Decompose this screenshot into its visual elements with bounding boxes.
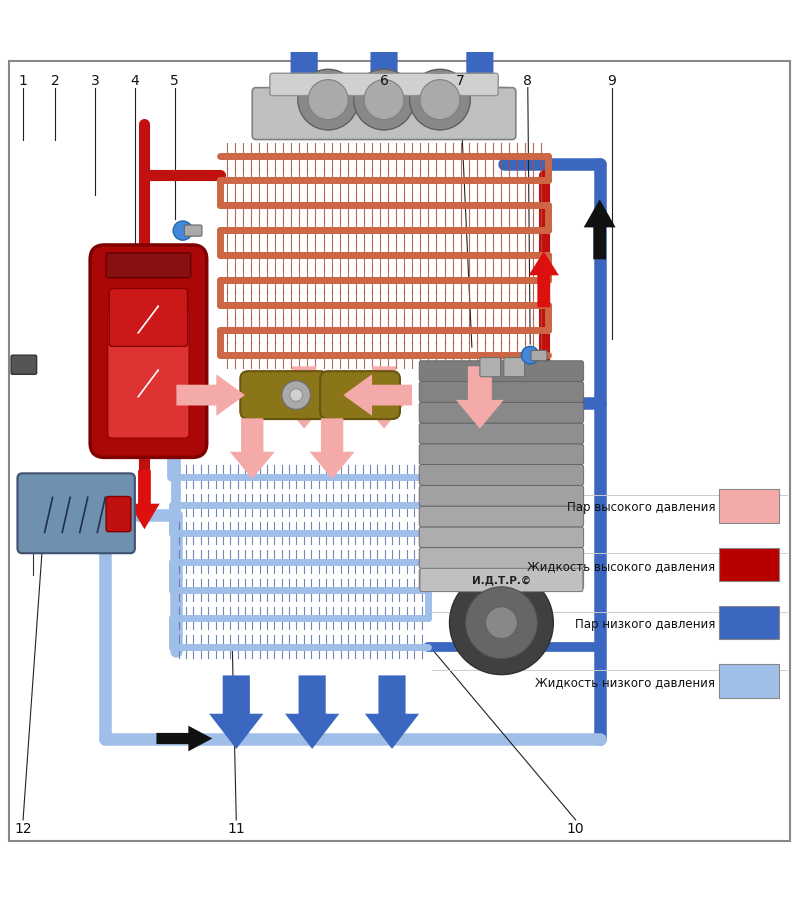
FancyBboxPatch shape: [18, 474, 135, 554]
FancyBboxPatch shape: [11, 356, 37, 375]
FancyBboxPatch shape: [184, 226, 202, 237]
FancyBboxPatch shape: [419, 569, 584, 590]
Circle shape: [173, 222, 192, 241]
FancyBboxPatch shape: [480, 358, 501, 377]
FancyBboxPatch shape: [419, 424, 584, 444]
Text: Пар высокого давления: Пар высокого давления: [567, 501, 715, 514]
Bar: [719, 665, 779, 698]
FancyBboxPatch shape: [106, 254, 190, 278]
Circle shape: [364, 80, 404, 120]
Text: 10: 10: [567, 821, 585, 835]
FancyBboxPatch shape: [419, 382, 584, 403]
FancyBboxPatch shape: [420, 569, 583, 591]
FancyBboxPatch shape: [419, 486, 584, 507]
Circle shape: [308, 80, 348, 120]
FancyBboxPatch shape: [110, 289, 187, 347]
Polygon shape: [358, 50, 410, 119]
Circle shape: [420, 80, 460, 120]
Circle shape: [522, 347, 539, 365]
Polygon shape: [454, 50, 506, 119]
Bar: [719, 606, 779, 639]
Polygon shape: [157, 726, 212, 751]
Polygon shape: [456, 367, 504, 429]
FancyBboxPatch shape: [90, 246, 206, 458]
FancyBboxPatch shape: [504, 358, 525, 377]
FancyBboxPatch shape: [419, 527, 584, 548]
Polygon shape: [176, 375, 245, 416]
Text: 3: 3: [90, 73, 99, 88]
Polygon shape: [365, 675, 419, 749]
Polygon shape: [285, 675, 339, 749]
Polygon shape: [360, 367, 408, 429]
Circle shape: [290, 389, 302, 402]
FancyBboxPatch shape: [240, 372, 328, 420]
Text: 1: 1: [18, 73, 27, 88]
Circle shape: [282, 381, 310, 410]
FancyBboxPatch shape: [419, 507, 584, 527]
FancyBboxPatch shape: [419, 403, 584, 424]
Circle shape: [298, 70, 358, 131]
FancyBboxPatch shape: [419, 361, 584, 382]
Circle shape: [354, 70, 414, 131]
Text: 2: 2: [50, 73, 59, 88]
Text: И.Д.Т.Р.©: И.Д.Т.Р.©: [472, 575, 531, 585]
Text: Жидкость высокого давления: Жидкость высокого давления: [527, 559, 715, 573]
Circle shape: [466, 587, 538, 659]
FancyBboxPatch shape: [320, 372, 400, 420]
FancyBboxPatch shape: [108, 310, 189, 439]
Text: 4: 4: [130, 73, 139, 88]
Polygon shape: [343, 375, 412, 416]
FancyBboxPatch shape: [419, 465, 584, 486]
FancyBboxPatch shape: [252, 88, 516, 140]
Bar: [719, 548, 779, 582]
FancyBboxPatch shape: [531, 351, 547, 361]
Polygon shape: [584, 200, 616, 260]
FancyBboxPatch shape: [419, 444, 584, 465]
FancyBboxPatch shape: [419, 548, 584, 569]
FancyBboxPatch shape: [106, 497, 131, 532]
FancyBboxPatch shape: [270, 74, 498, 97]
Polygon shape: [130, 470, 160, 530]
Text: 12: 12: [14, 821, 32, 835]
Polygon shape: [310, 419, 354, 479]
Text: Пар низкого давления: Пар низкого давления: [575, 618, 715, 630]
Polygon shape: [529, 252, 559, 308]
Text: 9: 9: [607, 73, 616, 88]
Bar: [719, 489, 779, 524]
Polygon shape: [278, 50, 330, 119]
Polygon shape: [280, 367, 328, 429]
Polygon shape: [209, 675, 263, 749]
Text: Жидкость низкого давления: Жидкость низкого давления: [535, 675, 715, 688]
Circle shape: [486, 607, 518, 639]
Text: 7: 7: [455, 73, 464, 88]
Circle shape: [410, 70, 470, 131]
Text: 8: 8: [523, 73, 532, 88]
Text: 6: 6: [379, 73, 389, 88]
Circle shape: [450, 572, 554, 675]
Polygon shape: [230, 419, 274, 479]
Text: 11: 11: [227, 821, 245, 835]
Text: 5: 5: [170, 73, 179, 88]
